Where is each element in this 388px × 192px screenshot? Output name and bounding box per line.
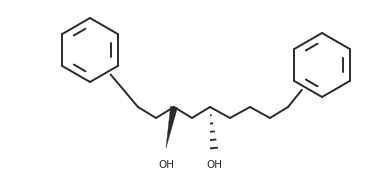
Text: OH: OH xyxy=(158,160,174,170)
Polygon shape xyxy=(166,106,177,148)
Text: OH: OH xyxy=(206,160,222,170)
